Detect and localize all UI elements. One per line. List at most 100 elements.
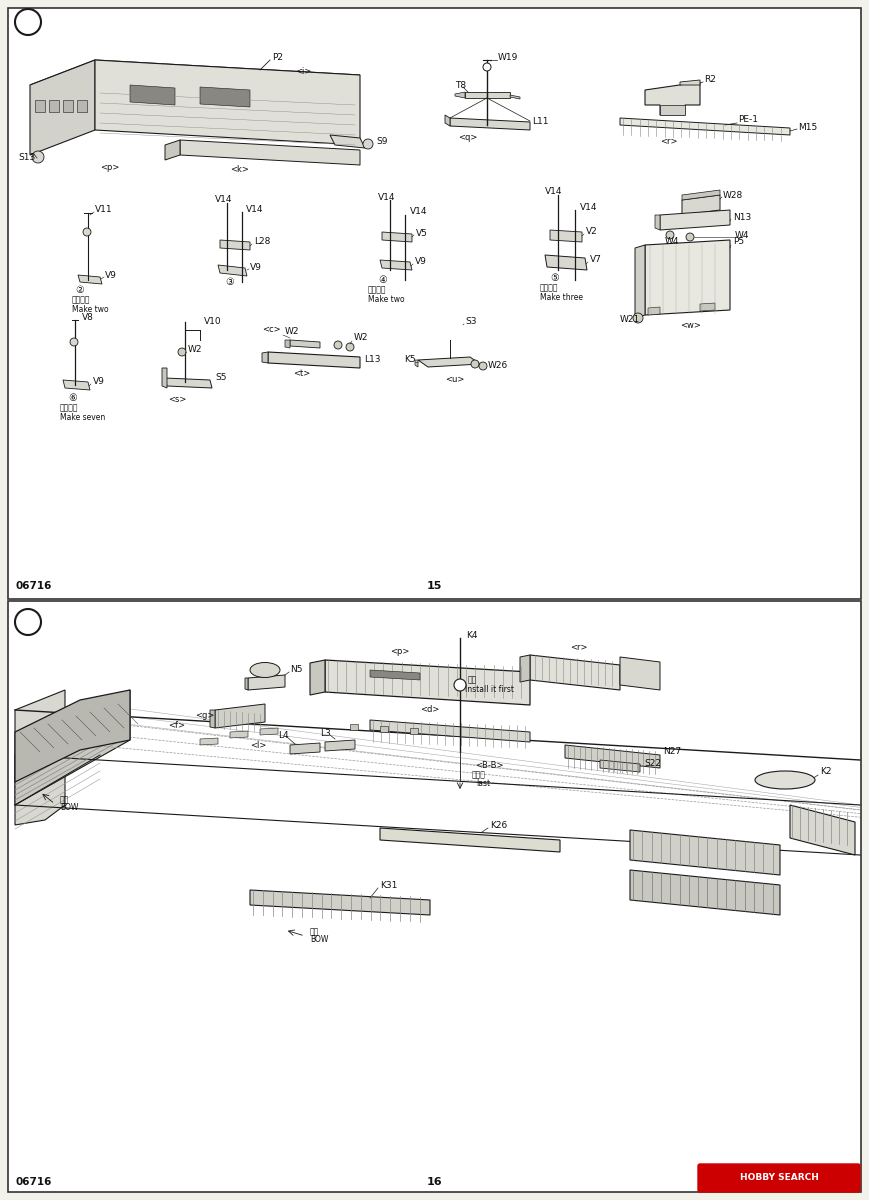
Polygon shape xyxy=(15,660,860,805)
Text: HOBBY SEARCH: HOBBY SEARCH xyxy=(740,1174,819,1182)
Text: ⑤: ⑤ xyxy=(551,272,560,283)
Text: 16: 16 xyxy=(426,1177,441,1187)
Text: <w>: <w> xyxy=(680,322,701,330)
Polygon shape xyxy=(380,828,560,852)
Polygon shape xyxy=(15,690,130,805)
Polygon shape xyxy=(418,358,480,367)
Polygon shape xyxy=(700,302,715,311)
Polygon shape xyxy=(660,104,685,115)
Polygon shape xyxy=(30,60,95,155)
Text: V11: V11 xyxy=(95,205,113,215)
Circle shape xyxy=(15,8,41,35)
Polygon shape xyxy=(330,134,365,148)
Text: <B-B>: <B-B> xyxy=(475,762,503,770)
Polygon shape xyxy=(310,660,325,695)
Text: N5: N5 xyxy=(290,666,302,674)
Polygon shape xyxy=(268,352,360,368)
Polygon shape xyxy=(600,760,640,772)
Polygon shape xyxy=(655,215,660,230)
Text: V2: V2 xyxy=(586,228,598,236)
Polygon shape xyxy=(285,340,290,348)
Polygon shape xyxy=(180,140,360,164)
Bar xyxy=(8,601,861,1192)
Text: <q>: <q> xyxy=(458,132,477,142)
Polygon shape xyxy=(325,660,530,704)
Polygon shape xyxy=(30,60,360,104)
Polygon shape xyxy=(15,690,65,826)
Text: S5: S5 xyxy=(215,373,227,383)
Text: V9: V9 xyxy=(105,270,116,280)
Polygon shape xyxy=(78,275,102,284)
Polygon shape xyxy=(165,378,212,388)
Text: <u>: <u> xyxy=(445,376,464,384)
Text: <k>: <k> xyxy=(230,166,249,174)
Polygon shape xyxy=(210,710,215,728)
Text: W4: W4 xyxy=(665,238,680,246)
Text: V14: V14 xyxy=(246,205,263,215)
Text: V5: V5 xyxy=(416,228,428,238)
Text: Make two: Make two xyxy=(368,294,405,304)
Polygon shape xyxy=(465,92,510,98)
Polygon shape xyxy=(620,658,660,690)
Polygon shape xyxy=(49,100,59,112)
Bar xyxy=(410,728,418,734)
Polygon shape xyxy=(382,232,412,242)
Polygon shape xyxy=(645,82,700,115)
Polygon shape xyxy=(415,360,418,367)
Text: V9: V9 xyxy=(93,378,105,386)
Text: Make seven: Make seven xyxy=(60,413,105,421)
Circle shape xyxy=(666,230,674,239)
Polygon shape xyxy=(680,80,700,85)
Text: <i>: <i> xyxy=(295,67,311,77)
Circle shape xyxy=(454,679,466,691)
Polygon shape xyxy=(250,890,430,914)
Text: Make three: Make three xyxy=(540,293,583,301)
Text: S13: S13 xyxy=(18,152,36,162)
Text: T8: T8 xyxy=(455,80,466,90)
Circle shape xyxy=(83,228,91,236)
Polygon shape xyxy=(565,745,660,768)
Polygon shape xyxy=(530,655,620,690)
Text: <g>: <g> xyxy=(195,712,215,720)
Polygon shape xyxy=(635,245,645,318)
Text: W19: W19 xyxy=(498,53,519,61)
Text: V14: V14 xyxy=(410,208,428,216)
Ellipse shape xyxy=(437,308,462,342)
Text: BOW: BOW xyxy=(60,804,78,812)
Text: <l>: <l> xyxy=(250,740,267,750)
Text: 06716: 06716 xyxy=(16,581,52,590)
Text: ④: ④ xyxy=(379,275,388,284)
Circle shape xyxy=(346,343,354,350)
Polygon shape xyxy=(545,254,587,270)
Polygon shape xyxy=(380,260,412,270)
Text: S22: S22 xyxy=(644,758,661,768)
Text: 船首: 船首 xyxy=(60,796,70,804)
Text: W2: W2 xyxy=(188,346,202,354)
Text: <s>: <s> xyxy=(168,396,186,404)
Text: <d>: <d> xyxy=(420,706,440,714)
Text: 制作七組: 制作七組 xyxy=(60,403,78,413)
Polygon shape xyxy=(510,95,520,98)
Polygon shape xyxy=(370,670,420,680)
Circle shape xyxy=(633,313,643,323)
Polygon shape xyxy=(682,190,720,200)
Text: N13: N13 xyxy=(733,212,751,222)
Text: N27: N27 xyxy=(663,748,681,756)
Text: 船首: 船首 xyxy=(310,928,319,936)
Text: V14: V14 xyxy=(215,196,233,204)
Polygon shape xyxy=(648,307,660,314)
Circle shape xyxy=(32,151,44,163)
Text: 制作両組: 制作両組 xyxy=(72,295,90,305)
Text: Make two: Make two xyxy=(72,305,109,313)
Polygon shape xyxy=(220,240,250,250)
Polygon shape xyxy=(645,240,730,314)
Polygon shape xyxy=(445,115,450,126)
Polygon shape xyxy=(63,100,73,112)
Polygon shape xyxy=(248,674,285,690)
Polygon shape xyxy=(218,265,247,276)
Polygon shape xyxy=(520,655,530,682)
Polygon shape xyxy=(370,720,530,742)
Circle shape xyxy=(178,348,186,356)
Polygon shape xyxy=(35,100,45,112)
Text: 最后装: 最后装 xyxy=(472,770,486,780)
